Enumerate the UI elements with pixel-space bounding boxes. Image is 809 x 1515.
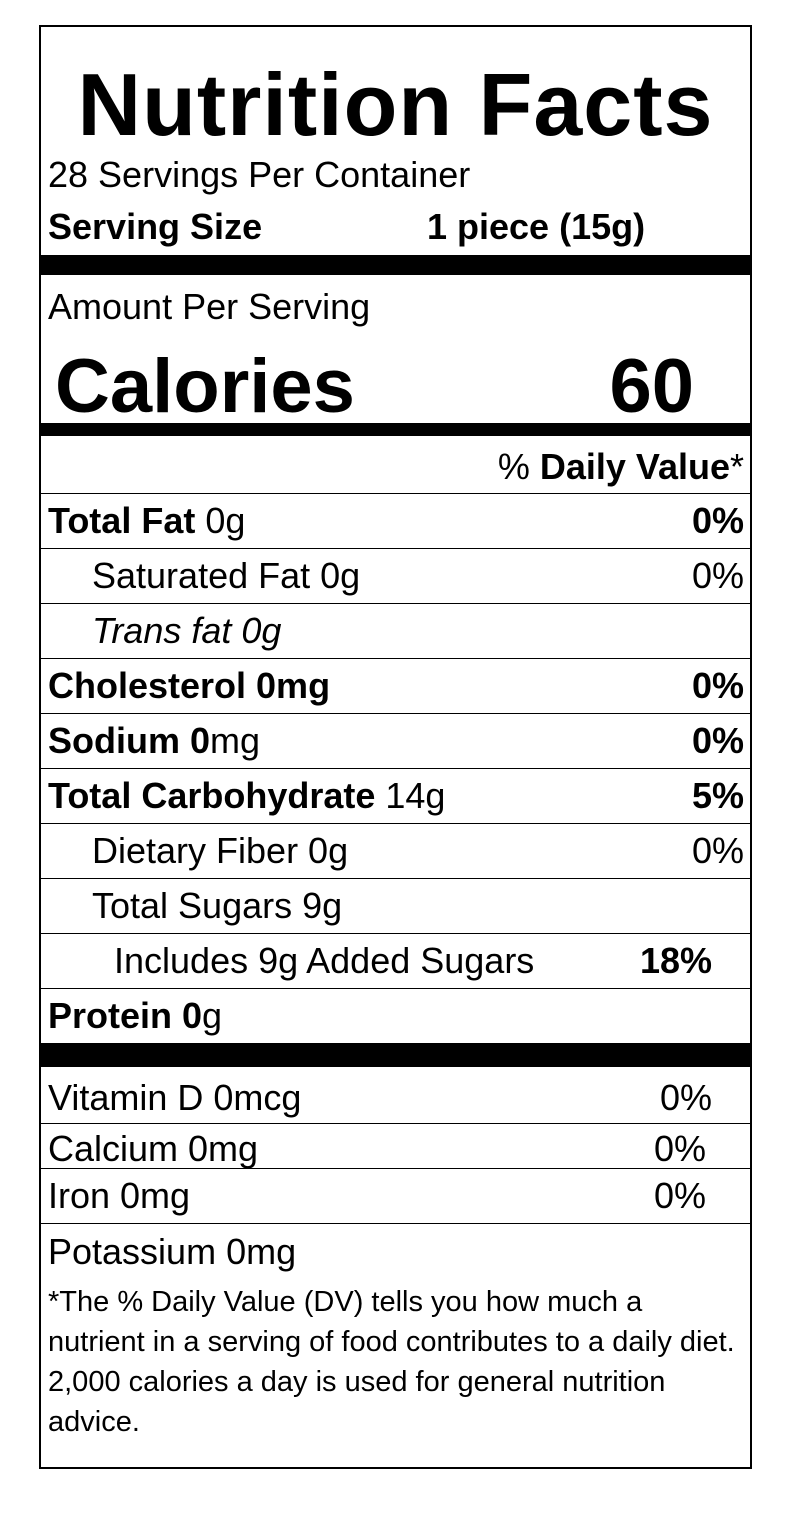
medium-divider [41,423,750,436]
vitamin-pct: 0% [653,1128,706,1169]
nutrient-row-cholesterol: Cholesterol 0mg 0% [41,659,750,713]
serving-size-label: Serving Size [48,206,263,247]
daily-value-footnote: *The % Daily Value (DV) tells you how mu… [48,1286,735,1438]
vitamin-name: Calcium 0mg [48,1128,259,1169]
nutrient-row-total-sugars: Total Sugars 9g [41,879,750,933]
nutrient-row-added-sugars: Includes 9g Added Sugars 18% [41,934,750,988]
amount-per-serving: Amount Per Serving [48,286,371,327]
divider [41,1123,750,1124]
nutrient-name-bold: Total Carbohydrate [48,775,376,816]
nutrient-name-bold: Cholesterol 0mg [48,665,331,706]
serving-size-value: 1 piece (15g) [427,206,646,247]
nutrient-name-bold: Total Fat [48,500,196,541]
nutrient-row-dietary-fiber: Dietary Fiber 0g 0% [41,824,750,878]
nutrient-name-rest: 14g [375,775,446,816]
nutrient-name-rest: Trans fat 0g [92,610,282,651]
nutrient-name-rest: g [202,995,223,1036]
vitamin-pct: 0% [659,1077,712,1118]
dv-prefix: % [497,446,540,487]
daily-value-header: % Daily Value* [498,447,744,487]
nutrient-name-rest: Saturated Fat 0g [92,555,361,596]
nutrient-row-sodium: Sodium 0mg 0% [41,714,750,768]
nutrient-name-rest: Dietary Fiber 0g [92,830,349,871]
divider [41,1168,750,1169]
divider [41,1223,750,1224]
divider [41,658,750,659]
divider [41,933,750,934]
nutrient-pct: 0% [691,720,744,761]
nutrient-row-saturated-fat: Saturated Fat 0g 0% [41,549,750,603]
servings-per-container: 28 Servings Per Container [48,154,471,195]
divider [41,988,750,989]
nutrient-row-protein: Protein 0g [41,989,750,1043]
calories-label: Calories [55,344,355,429]
vitamin-name: Vitamin D 0mcg [48,1077,302,1118]
nutrient-name-bold: Sodium 0 [48,720,211,761]
nutrient-pct: 18% [639,940,712,981]
vitamin-name: Iron 0mg [48,1175,191,1216]
nutrient-row-total-fat: Total Fat 0g 0% [41,494,750,548]
vitamin-name: Potassium 0mg [48,1231,297,1272]
vitamin-pct: 0% [653,1175,706,1216]
nutrient-name-rest: mg [210,720,261,761]
divider [41,548,750,549]
nutrient-pct: 5% [691,775,744,816]
nutrient-pct: 0% [691,500,744,541]
divider [41,493,750,494]
label-title: Nutrition Facts [77,55,714,154]
nutrient-name-bold: Protein 0 [48,995,203,1036]
calories-value: 60 [609,344,694,429]
divider [41,823,750,824]
nutrient-pct: 0% [691,830,744,871]
nutrient-name-rest: 0g [195,500,246,541]
divider [41,603,750,604]
thick-divider [41,255,750,275]
divider [41,713,750,714]
nutrient-name-rest: Includes 9g Added Sugars [114,940,535,981]
divider [41,878,750,879]
dv-bold: Daily Value [539,446,730,487]
nutrition-facts-label: Nutrition Facts 28 Servings Per Containe… [39,25,752,1469]
divider [41,768,750,769]
nutrient-pct: 0% [691,555,744,596]
thick-divider [41,1043,750,1067]
nutrient-name-rest: Total Sugars 9g [92,885,343,926]
dv-suffix: * [729,446,744,487]
nutrient-row-total-carbohydrate: Total Carbohydrate 14g 5% [41,769,750,823]
nutrient-row-trans-fat: Trans fat 0g [41,604,750,658]
nutrient-pct: 0% [691,665,744,706]
